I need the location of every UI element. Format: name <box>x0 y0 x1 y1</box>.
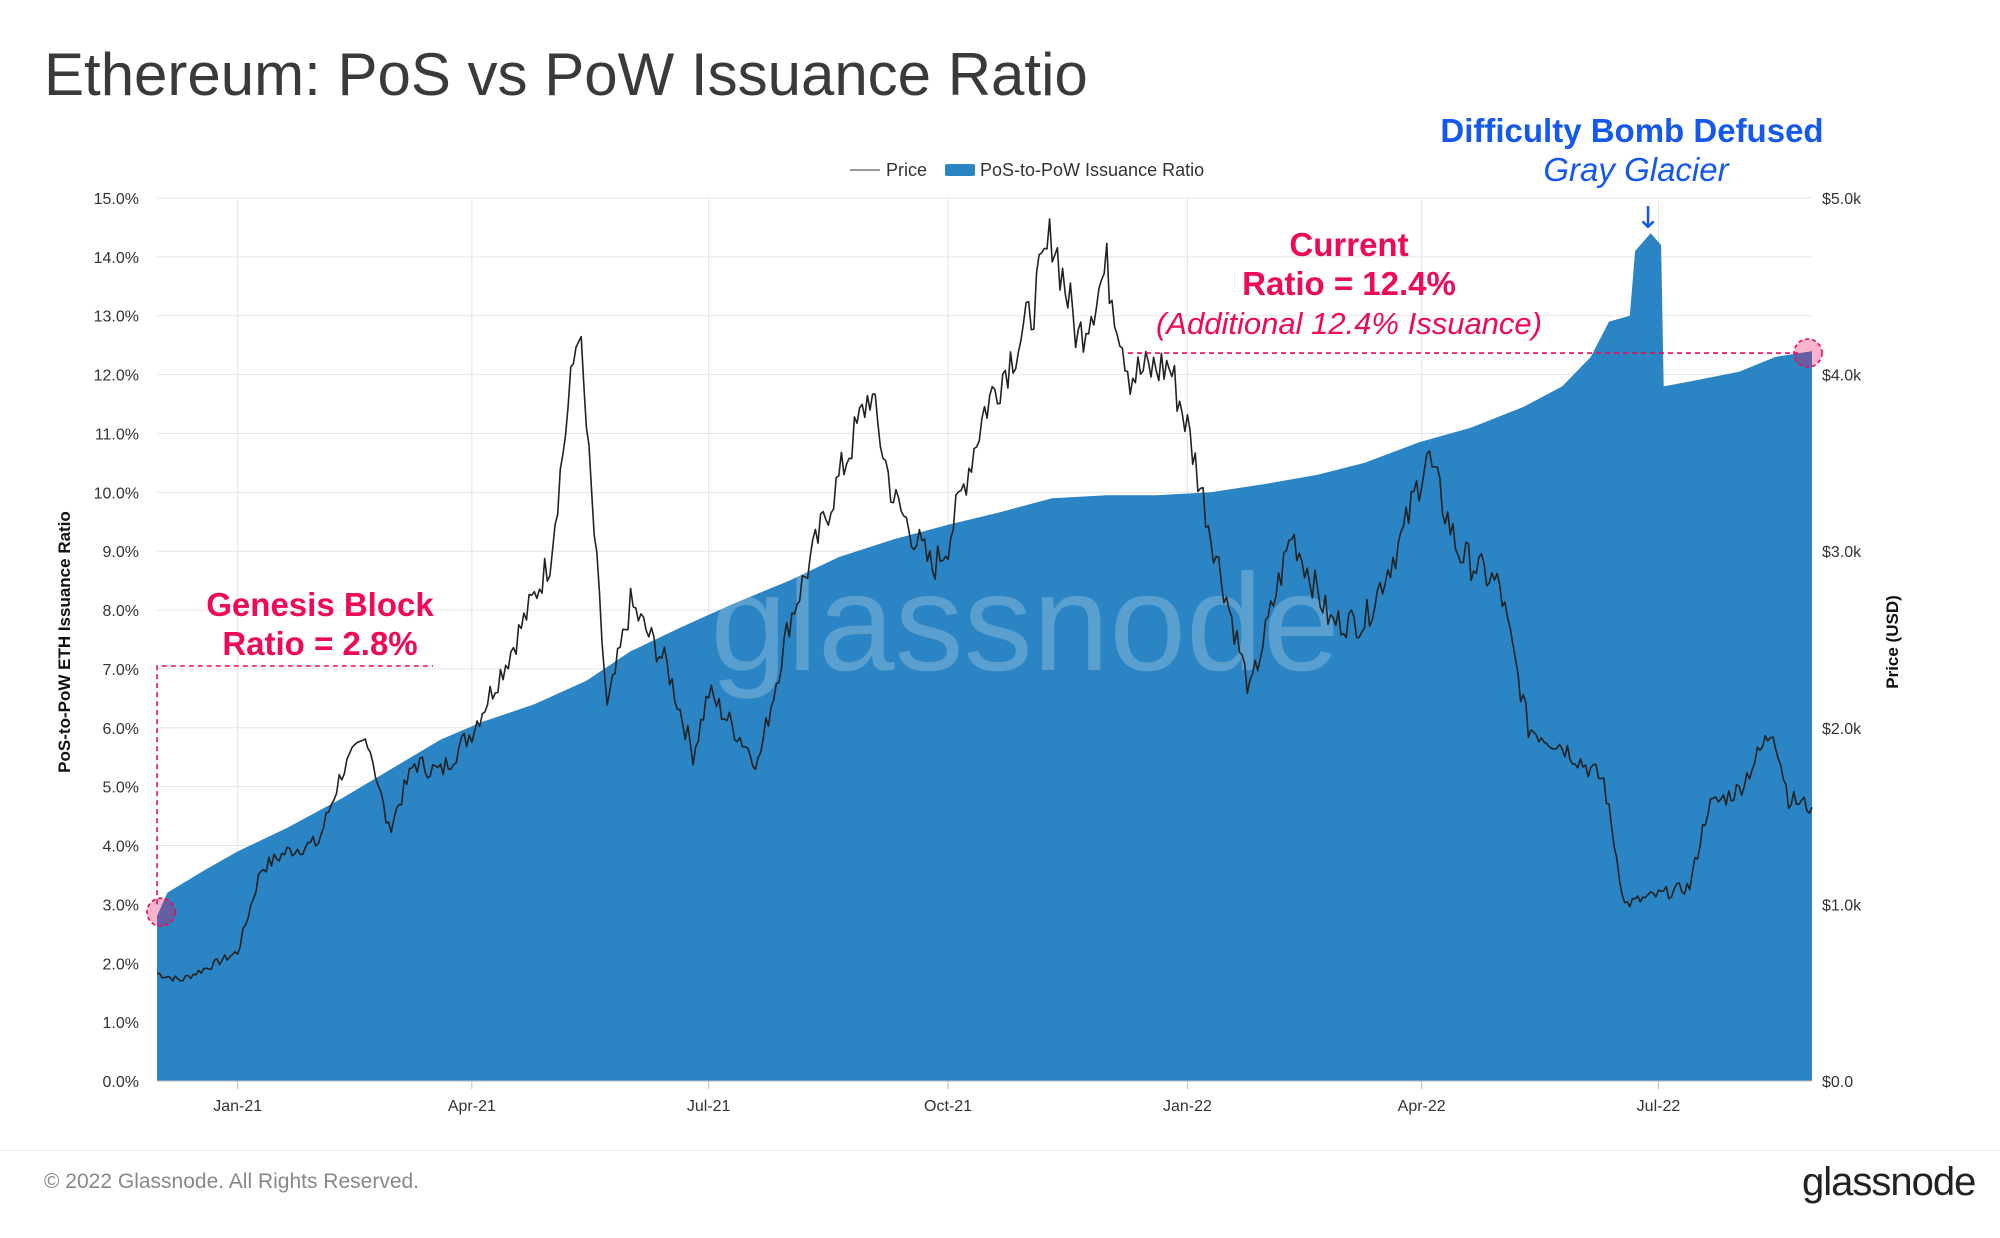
x-tick-label: Jul-22 <box>1637 1098 1681 1115</box>
annotation-bomb: Difficulty Bomb Defused Gray Glacier ↓ <box>1440 112 1823 236</box>
y-left-ticks: 0.0% 1.0% 2.0% 3.0% 4.0% 5.0% 6.0% 7.0% 8.0% 9.0%… <box>94 191 139 1091</box>
x-tick-label: Jan-22 <box>1163 1098 1212 1115</box>
genesis-ratio: Ratio = 2.8% <box>222 625 417 662</box>
y-right-tick-label: $5.0k <box>1822 191 1862 208</box>
y-right-tick-label: $1.0k <box>1822 897 1862 914</box>
down-arrow-icon: ↓ <box>1635 201 1660 236</box>
genesis-marker <box>146 897 176 927</box>
y-left-tick-label: 9.0% <box>103 544 139 561</box>
y-left-tick-label: 5.0% <box>103 780 139 797</box>
y-left-tick-label: 12.0% <box>94 368 139 385</box>
y-right-tick-label: $3.0k <box>1822 544 1862 561</box>
issuance-ratio-chart: glassnode 0.0% 1.0% 2.0% 3.0% 4.0% 5.0% 6.0% 7.… <box>55 112 1902 1115</box>
legend-price-label: Price <box>886 160 927 180</box>
y-left-axis-title: PoS-to-PoW ETH Issuance Ratio <box>55 511 74 773</box>
x-tick-label: Apr-21 <box>448 1098 496 1115</box>
y-left-tick-label: 14.0% <box>94 250 139 267</box>
watermark-text: glassnode <box>710 546 1339 700</box>
current-subtitle: (Additional 12.4% Issuance) <box>1156 306 1542 341</box>
bomb-title: Difficulty Bomb Defused <box>1440 112 1823 149</box>
bomb-subtitle: Gray Glacier <box>1543 151 1730 188</box>
current-ratio: Ratio = 12.4% <box>1242 265 1456 302</box>
y-left-tick-label: 10.0% <box>94 485 139 502</box>
x-ticks: Jan-21 Apr-21 Jul-21 Oct-21 Jan-22 Apr-22 Jul-… <box>157 1080 1812 1115</box>
y-right-axis-title: Price (USD) <box>1883 595 1902 689</box>
ratio-area <box>157 233 1812 1082</box>
y-right-ticks: $0.0 $1.0k $2.0k $3.0k $4.0k $5.0k <box>1822 191 1862 1091</box>
y-left-tick-label: 1.0% <box>103 1015 139 1032</box>
y-right-tick-label: $0.0 <box>1822 1074 1853 1091</box>
footer-divider <box>0 1150 2000 1151</box>
y-left-tick-label: 6.0% <box>103 721 139 738</box>
y-left-tick-label: 8.0% <box>103 603 139 620</box>
y-left-tick-label: 11.0% <box>95 426 139 443</box>
y-right-tick-label: $4.0k <box>1822 368 1862 385</box>
genesis-leader-line <box>156 665 433 905</box>
y-left-tick-label: 2.0% <box>103 956 139 973</box>
y-left-tick-label: 3.0% <box>103 897 139 914</box>
copyright-text: © 2022 Glassnode. All Rights Reserved. <box>44 1170 420 1193</box>
current-title: Current <box>1289 226 1408 263</box>
x-tick-label: Jan-21 <box>213 1098 262 1115</box>
x-tick-label: Oct-21 <box>924 1098 972 1115</box>
annotation-current: Current Ratio = 12.4% (Additional 12.4% … <box>1128 226 1823 368</box>
y-left-tick-label: 4.0% <box>103 839 139 856</box>
annotation-genesis: Genesis Block Ratio = 2.8% <box>146 586 434 927</box>
legend-ratio-marker <box>945 164 975 176</box>
y-left-tick-label: 0.0% <box>103 1074 139 1091</box>
brand-logo: glassnode <box>1802 1160 1976 1204</box>
genesis-title: Genesis Block <box>206 586 434 623</box>
x-tick-label: Apr-22 <box>1398 1098 1446 1115</box>
y-left-tick-label: 15.0% <box>94 191 139 208</box>
legend-ratio-label: PoS-to-PoW Issuance Ratio <box>980 160 1204 180</box>
page-title: Ethereum: PoS vs PoW Issuance Ratio <box>44 41 1088 108</box>
y-right-tick-label: $2.0k <box>1822 721 1862 738</box>
current-marker <box>1793 338 1823 368</box>
y-left-tick-label: 7.0% <box>103 662 139 679</box>
y-left-tick-label: 13.0% <box>94 309 139 326</box>
price-line <box>156 218 1813 982</box>
x-tick-label: Jul-21 <box>687 1098 731 1115</box>
legend: Price PoS-to-PoW Issuance Ratio <box>850 160 1204 180</box>
